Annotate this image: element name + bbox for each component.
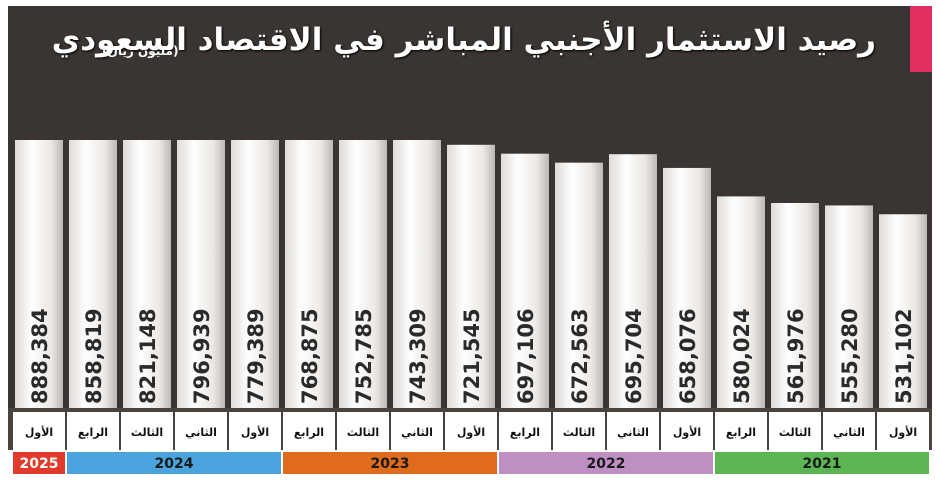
year-label: 2025 — [20, 456, 59, 472]
year-band-2022 — [499, 452, 713, 474]
value-label: 768,875 — [298, 308, 322, 404]
bar-2025-17 — [15, 140, 63, 408]
value-label: 721,545 — [460, 308, 484, 404]
quarter-label: الثالث — [779, 426, 811, 439]
quarter-cell — [391, 412, 443, 450]
year-label: 2023 — [371, 456, 410, 472]
bar-2021-4 — [717, 196, 765, 408]
quarter-label: الثاني — [401, 426, 433, 439]
quarter-label: الثاني — [617, 426, 649, 439]
quarter-cell — [229, 412, 281, 450]
quarter-cell — [715, 412, 767, 450]
year-label: 2022 — [587, 456, 626, 472]
value-label: 531,102 — [892, 308, 916, 404]
value-label: 752,785 — [352, 308, 376, 404]
accent-bar — [910, 6, 932, 72]
quarter-label: الرابع — [294, 426, 324, 439]
bar-2024-14 — [177, 140, 225, 408]
bar-2023-12 — [285, 140, 333, 408]
value-label: 580,024 — [730, 308, 754, 404]
bar-2021-2 — [825, 205, 873, 408]
quarter-cell — [607, 412, 659, 450]
quarter-label: الثالث — [563, 426, 595, 439]
unit-label: (مليون ريال) — [102, 44, 179, 58]
year-band-2024 — [67, 452, 281, 474]
chart-title: رصيد الاستثمار الأجنبي المباشر في الاقتص… — [51, 22, 876, 58]
quarter-label: الثاني — [185, 426, 217, 439]
quarter-cell — [769, 412, 821, 450]
quarter-label: الثاني — [833, 426, 865, 439]
quarter-label: الثالث — [347, 426, 379, 439]
value-label: 821,148 — [136, 308, 160, 404]
quarter-cell — [661, 412, 713, 450]
quarter-label: الأول — [889, 425, 917, 439]
bar-2023-11 — [339, 140, 387, 408]
value-label: 796,939 — [190, 308, 214, 404]
bar-2024-16 — [69, 140, 117, 408]
quarter-label: الثالث — [131, 426, 163, 439]
year-label: 2024 — [155, 456, 194, 472]
bar-2022-6 — [609, 154, 657, 408]
bar-2022-8 — [501, 153, 549, 408]
quarter-label: الأول — [457, 425, 485, 439]
quarter-cell — [823, 412, 875, 450]
bar-2021-1 — [879, 214, 927, 408]
quarter-label: الرابع — [78, 426, 108, 439]
year-label: 2021 — [803, 456, 842, 472]
value-label: 672,563 — [568, 308, 592, 404]
bar-2023-10 — [393, 140, 441, 408]
quarter-label: الرابع — [510, 426, 540, 439]
quarter-label: الرابع — [726, 426, 756, 439]
quarter-cell — [877, 412, 929, 450]
quarter-cell — [283, 412, 335, 450]
value-label: 658,076 — [676, 308, 700, 404]
quarter-cell — [445, 412, 497, 450]
bar-2022-7 — [555, 162, 603, 408]
value-label: 779,389 — [244, 308, 268, 404]
value-label: 561,976 — [784, 308, 808, 404]
year-band-2025 — [13, 452, 65, 474]
quarter-cell — [175, 412, 227, 450]
quarter-cell — [499, 412, 551, 450]
bar-2024-15 — [123, 140, 171, 408]
bar-2022-5 — [663, 167, 711, 408]
quarter-cell — [67, 412, 119, 450]
bar-2024-13 — [231, 140, 279, 408]
value-label: 695,704 — [622, 308, 646, 404]
value-label: 697,106 — [514, 308, 538, 404]
value-label: 743,309 — [406, 308, 430, 404]
value-label: 555,280 — [838, 308, 862, 404]
quarter-label: الأول — [673, 425, 701, 439]
bar-2023-9 — [447, 144, 495, 408]
quarter-cell — [13, 412, 65, 450]
quarter-cell — [553, 412, 605, 450]
quarter-label: الأول — [241, 425, 269, 439]
quarter-cell — [337, 412, 389, 450]
value-label: 858,819 — [82, 308, 106, 404]
year-band-2021 — [715, 452, 929, 474]
quarter-cell — [121, 412, 173, 450]
bar-2021-3 — [771, 202, 819, 408]
quarter-label: الأول — [25, 425, 53, 439]
value-label: 888,384 — [28, 308, 52, 404]
year-band-2023 — [283, 452, 497, 474]
